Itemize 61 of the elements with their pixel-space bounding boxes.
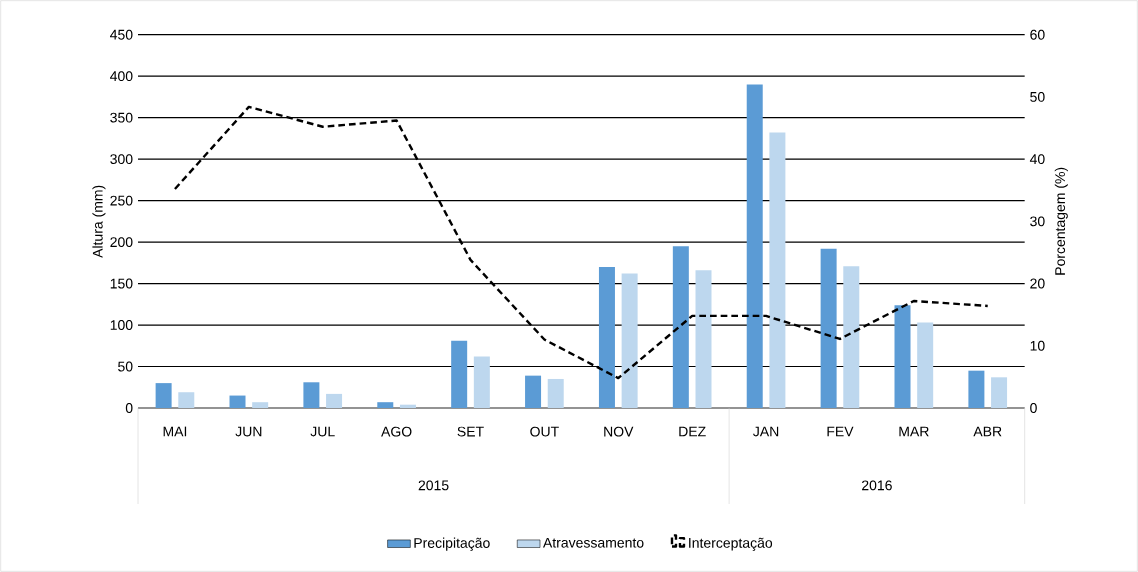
y-tick-label: 400	[110, 71, 133, 82]
y2-tick-label: 30	[1030, 216, 1045, 227]
x-tick-label: DEZ	[679, 426, 706, 437]
x-tick-label: OUT	[530, 426, 559, 437]
y-tick-label: 450	[110, 29, 133, 40]
bar	[621, 273, 638, 408]
x-tick-label: JUN	[235, 426, 262, 437]
bar	[178, 392, 195, 408]
x-tick-label: SET	[457, 426, 484, 437]
bar	[326, 393, 343, 408]
bar	[672, 246, 689, 408]
x-tick-label: MAI	[163, 426, 187, 437]
bar	[252, 402, 269, 408]
y-tick-label: 100	[110, 320, 133, 331]
bar	[917, 322, 934, 408]
y2-axis-title: Porcentagem (%)	[1054, 167, 1068, 275]
x-tick-label: JAN	[753, 426, 779, 437]
y-tick-label: 150	[110, 278, 133, 289]
x-tick-label: JUL	[310, 426, 335, 437]
bar	[843, 266, 860, 408]
x-tick-label: ABR	[973, 426, 1002, 437]
x-tick-label: FEV	[827, 426, 854, 437]
bar	[525, 375, 542, 408]
bar	[820, 248, 837, 408]
y2-tick-label: 0	[1030, 403, 1037, 413]
bar	[303, 382, 320, 408]
y2-tick-label: 50	[1030, 91, 1045, 102]
legend-label: Precipitação	[414, 537, 490, 551]
y-tick-label: 50	[118, 361, 133, 372]
bar	[769, 132, 786, 408]
bar	[991, 377, 1008, 408]
y2-tick-label: 60	[1030, 29, 1045, 40]
text: 2016	[862, 480, 892, 491]
legend-label: Interceptação	[689, 537, 773, 551]
y-tick-label: 350	[110, 112, 133, 123]
text: 2015	[418, 480, 449, 491]
bar	[598, 266, 615, 408]
y-tick-label: 300	[110, 154, 133, 165]
x-tick-label: NOV	[604, 426, 634, 437]
bar	[695, 270, 712, 408]
bar	[155, 383, 172, 408]
bar	[451, 340, 468, 408]
legend-label: Atravessamento	[542, 537, 644, 548]
bar	[746, 84, 763, 408]
y-axis-title: Altura (mm)	[92, 185, 106, 258]
line-series	[173, 105, 989, 380]
bar	[547, 378, 564, 408]
bar	[473, 356, 490, 408]
y-tick-label: 250	[110, 195, 133, 206]
bar	[229, 395, 246, 408]
y-tick-label: 200	[110, 237, 133, 248]
y2-tick-label: 20	[1030, 278, 1045, 289]
bar	[377, 402, 394, 408]
y-tick-label: 0	[125, 403, 133, 413]
x-tick-label: AGO	[381, 426, 412, 437]
y2-tick-label: 40	[1029, 154, 1045, 165]
bar	[399, 404, 416, 408]
bar	[968, 370, 985, 408]
y2-tick-label: 10	[1030, 340, 1045, 351]
x-tick-label: MAR	[899, 426, 929, 437]
bar	[894, 305, 911, 408]
